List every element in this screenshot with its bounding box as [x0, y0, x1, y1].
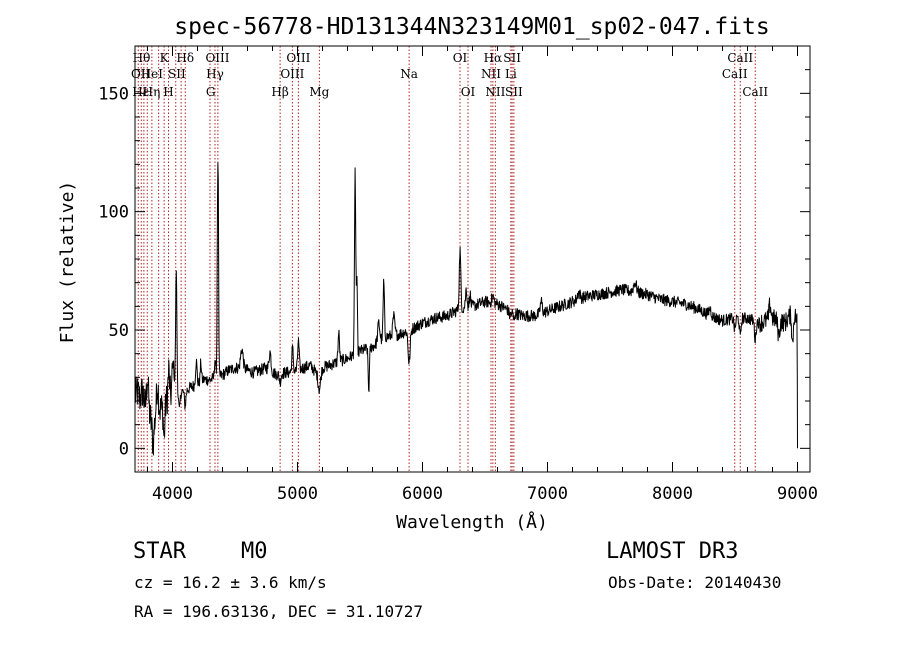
x-tick-label: 8000 [652, 484, 693, 504]
y-tick-label: 150 [98, 84, 129, 104]
line-annotation: NII [481, 67, 501, 81]
x-tick-label: 4000 [152, 484, 193, 504]
x-tick-label: 9000 [777, 484, 818, 504]
y-tick-label: 50 [109, 321, 129, 341]
y-tick-label: 100 [98, 203, 129, 223]
line-annotation: CaII [727, 51, 753, 65]
line-annotation: OIII [205, 51, 229, 65]
line-annotation: Li [505, 67, 517, 81]
line-annotation: Mg [309, 85, 329, 99]
line-annotation: SII [503, 51, 521, 65]
line-annotation: G [206, 85, 216, 99]
survey-label: LAMOST DR3 [606, 539, 739, 564]
x-tick-label: 6000 [402, 484, 443, 504]
chart-title: spec-56778-HD131344N323149M01_sp02-047.f… [174, 14, 769, 40]
line-annotation: NII [485, 85, 505, 99]
spectral-subclass: M0 [241, 539, 268, 564]
line-annotation: K [160, 51, 170, 65]
line-annotation: H [163, 85, 173, 99]
obs-date: Obs-Date: 20140430 [608, 573, 782, 592]
line-annotation: OIII [286, 51, 310, 65]
redshift-text: cz = 16.2 ± 3.6 km/s [134, 573, 327, 592]
line-annotation: Na [400, 67, 418, 81]
line-annotation: SII [505, 85, 523, 99]
y-axis-label: Flux (relative) [57, 181, 78, 344]
line-annotation: OI [453, 51, 468, 65]
spectrum-series-line [134, 162, 798, 456]
line-annotation: CaII [722, 67, 748, 81]
line-annotation: Hη [143, 85, 161, 99]
y-tick-label: 0 [119, 439, 129, 459]
line-annotation: Hγ [206, 67, 224, 81]
line-annotation: Hε [132, 85, 149, 99]
plot-frame [134, 45, 811, 473]
line-annotation: CaII [742, 85, 768, 99]
axis-ticks: 4000 5000 6000 7000 8000 9000 0 50 100 150 [98, 45, 818, 504]
line-annotation: OI [461, 85, 476, 99]
object-class: STAR [133, 539, 186, 564]
line-annotations: Hθ OII Hε HeI Hη K H SII Hδ OIII Hγ G Hβ OIII OIII Mg Na… [131, 51, 768, 99]
line-annotation: SII [168, 67, 186, 81]
line-annotation: Hδ [176, 51, 194, 65]
line-annotation: Hθ [133, 51, 151, 65]
line-annotation: Hα [484, 51, 503, 65]
line-annotation: OIII [280, 67, 304, 81]
line-annotation: Hβ [271, 85, 288, 99]
x-tick-label: 5000 [277, 484, 318, 504]
line-annotation: OII [131, 67, 151, 81]
coordinates: RA = 196.63136, DEC = 31.10727 [134, 602, 423, 621]
x-tick-label: 7000 [527, 484, 568, 504]
line-markers [137, 46, 756, 472]
x-axis-label: Wavelength (Å) [396, 511, 548, 533]
line-annotation: HeI [141, 67, 164, 81]
